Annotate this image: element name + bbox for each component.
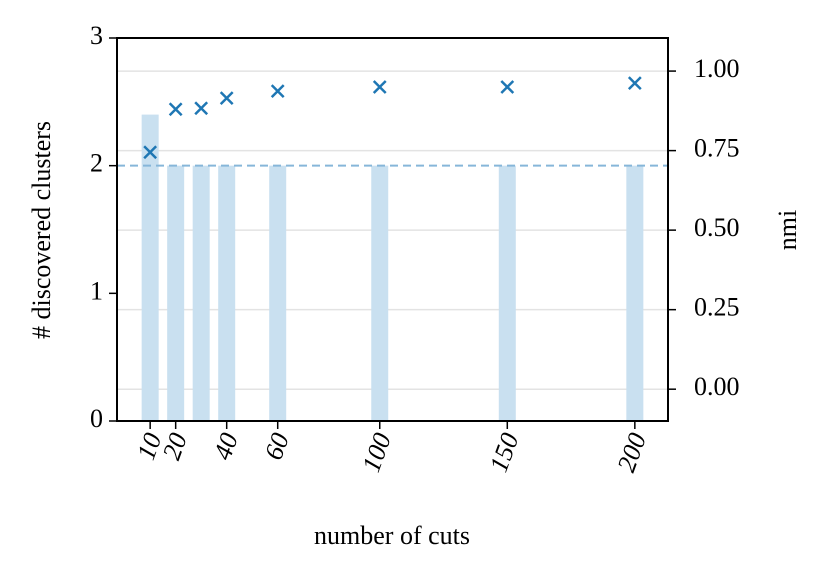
bar <box>141 114 159 421</box>
y2-tick-label: 0.25 <box>694 293 740 322</box>
x-tick-label: 40 <box>208 429 244 463</box>
scatter-point <box>168 102 183 117</box>
y-tick-label: 3 <box>90 21 103 50</box>
bar <box>192 165 210 421</box>
y-tick-label: 2 <box>90 149 103 178</box>
y2-tick-label: 1.00 <box>694 54 740 83</box>
y-tick-label: 1 <box>90 276 103 305</box>
scatter-point <box>219 91 234 106</box>
scatter-point <box>372 80 387 94</box>
y2-axis-label: nmi <box>773 210 802 250</box>
bar <box>167 165 185 421</box>
x-tick-label: 100 <box>356 429 397 476</box>
y2-tick-label: 0.75 <box>694 134 740 163</box>
plot-frame <box>116 37 669 422</box>
x-tick-label: 200 <box>611 429 652 476</box>
bar <box>371 165 389 421</box>
bar <box>626 165 644 421</box>
x-tick-label: 60 <box>259 429 295 463</box>
x-tick-label: 150 <box>484 429 525 476</box>
bar <box>218 165 236 421</box>
y-tick-label: 0 <box>90 404 103 433</box>
y-axis-label: # discovered clusters <box>27 121 56 339</box>
bar <box>269 165 287 421</box>
scatter-point <box>194 101 209 116</box>
x-tick-label: 20 <box>157 429 193 463</box>
bar <box>498 165 516 421</box>
scatter-point <box>627 76 642 91</box>
scatter-point <box>270 84 285 99</box>
scatter-point <box>143 145 158 160</box>
scatter-point <box>500 80 515 94</box>
y2-tick-label: 0.00 <box>694 372 740 401</box>
y2-tick-label: 0.50 <box>694 213 740 242</box>
x-axis-label: number of cuts <box>314 521 470 550</box>
